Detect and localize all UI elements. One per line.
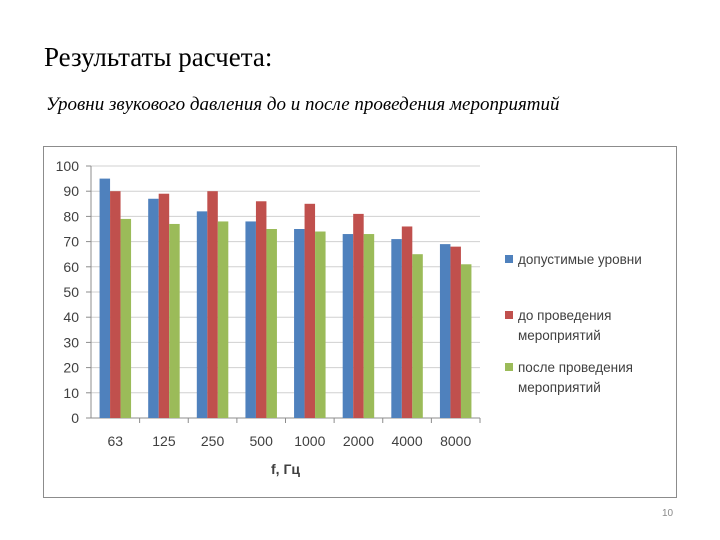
bar bbox=[245, 221, 256, 418]
y-tick-label: 40 bbox=[63, 309, 79, 325]
y-tick-label: 80 bbox=[63, 208, 79, 224]
bar bbox=[439, 244, 451, 418]
x-tick-label: 4000 bbox=[391, 433, 422, 449]
x-tick-label: 125 bbox=[152, 433, 176, 449]
bar bbox=[315, 231, 326, 418]
y-tick-label: 60 bbox=[63, 259, 79, 275]
legend-label: после проведения мероприятий bbox=[518, 360, 633, 395]
x-tick-label: 1000 bbox=[294, 433, 325, 449]
y-tick-label: 70 bbox=[63, 234, 79, 250]
x-axis-label: f, Гц bbox=[271, 461, 300, 477]
bar bbox=[450, 246, 461, 418]
slide-subtitle: Уровни звукового давления до и после про… bbox=[46, 94, 560, 115]
y-tick-label: 20 bbox=[63, 360, 79, 376]
legend-swatch bbox=[505, 363, 513, 371]
bar bbox=[353, 213, 364, 418]
y-tick-label: 0 bbox=[71, 410, 79, 426]
bar bbox=[255, 201, 267, 418]
y-tick-label: 10 bbox=[63, 385, 79, 401]
y-tick-label: 100 bbox=[56, 158, 80, 174]
y-tick-label: 30 bbox=[63, 334, 79, 350]
bar bbox=[148, 198, 159, 418]
bar bbox=[294, 229, 305, 418]
legend-swatch bbox=[505, 311, 513, 319]
bar bbox=[460, 264, 472, 418]
y-tick-label: 90 bbox=[63, 183, 79, 199]
bar bbox=[158, 193, 170, 418]
bar bbox=[342, 234, 354, 418]
bar bbox=[99, 178, 111, 418]
bar bbox=[110, 191, 121, 418]
x-tick-label: 2000 bbox=[343, 433, 374, 449]
bar bbox=[196, 211, 208, 418]
legend-swatch bbox=[505, 255, 513, 263]
x-tick-label: 8000 bbox=[440, 433, 471, 449]
slide-title: Результаты расчета: bbox=[44, 42, 273, 72]
page-number: 10 bbox=[662, 508, 674, 519]
x-tick-label: 250 bbox=[201, 433, 225, 449]
legend-label: до проведения мероприятий bbox=[518, 308, 612, 343]
bar bbox=[217, 221, 229, 418]
bar bbox=[120, 218, 132, 418]
bar bbox=[304, 203, 316, 418]
y-tick-label: 50 bbox=[63, 284, 79, 300]
bar bbox=[363, 234, 375, 418]
bar bbox=[207, 191, 218, 418]
bar bbox=[401, 226, 413, 418]
x-tick-label: 63 bbox=[108, 433, 124, 449]
bar bbox=[412, 254, 423, 418]
x-tick-label: 500 bbox=[250, 433, 274, 449]
bar bbox=[391, 239, 402, 418]
bar bbox=[266, 229, 277, 418]
legend-label: допустимые уровни bbox=[518, 252, 642, 267]
bar bbox=[169, 223, 180, 418]
